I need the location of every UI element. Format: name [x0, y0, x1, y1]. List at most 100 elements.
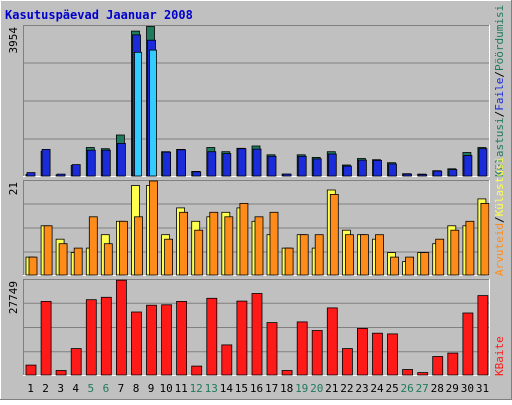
files-bar-day-16	[252, 148, 262, 177]
hosts-bar-day-17	[269, 211, 279, 276]
files-bar-day-2	[41, 148, 51, 177]
hosts-bar-day-28	[435, 238, 445, 276]
kbytes-bar-day-28	[432, 356, 444, 376]
hosts-bar-day-21	[329, 193, 339, 276]
x-tick-label-day-23: 23	[355, 382, 368, 395]
x-tick-label-day-21: 21	[325, 382, 338, 395]
hosts-bar-day-15	[239, 202, 249, 276]
files-bar-day-28	[433, 170, 443, 177]
hosts-bar-day-24	[375, 234, 384, 276]
files-bar-day-18	[282, 173, 292, 177]
x-tick-label-day-1: 1	[27, 382, 34, 395]
x-tick-label-day-10: 10	[159, 382, 172, 395]
kbytes-bar-day-15	[236, 300, 248, 376]
x-tick-label-day-29: 29	[446, 382, 459, 395]
hosts-bar-day-10	[164, 238, 174, 276]
files-bar-day-1	[26, 172, 36, 177]
panel-1-ymax-label: 3954	[7, 27, 20, 54]
x-tick-label-day-27: 27	[416, 382, 429, 395]
panel-1-legend: Külastusi/Faile/Pöördumisi	[493, 5, 506, 177]
x-tick-label-day-18: 18	[280, 382, 293, 395]
kbytes-bar-day-7	[116, 279, 127, 376]
panel-3-legend: KBaite	[493, 336, 506, 376]
x-tick-label-day-4: 4	[72, 382, 79, 395]
x-tick-label-day-31: 31	[476, 382, 489, 395]
panel-1-legend-item-2: /	[493, 111, 506, 118]
files-bar-day-15	[237, 148, 247, 177]
files-bar-day-3	[56, 173, 66, 177]
kbytes-bar-day-19	[296, 321, 308, 376]
panel-3-legend-item-1: KBaite	[493, 336, 506, 376]
hosts-bar-day-6	[103, 243, 113, 276]
kbytes-bar-day-13	[206, 297, 218, 376]
x-tick-label-day-2: 2	[42, 382, 49, 395]
files-bar-day-19	[297, 155, 307, 177]
hosts-bar-day-7	[119, 220, 128, 276]
kbytes-bar-day-17	[266, 322, 278, 376]
x-tick-label-day-16: 16	[250, 382, 263, 395]
hosts-bar-day-22	[344, 234, 354, 276]
hosts-bar-day-30	[465, 220, 475, 276]
files-bar-day-13	[207, 151, 217, 177]
panel-1-legend-item-5: Pöördumisi	[493, 5, 506, 71]
x-tick-label-day-8: 8	[133, 382, 140, 395]
kbytes-bar-day-3	[55, 370, 67, 376]
chart-title: Kasutuspäevad Jaanuar 2008	[5, 8, 193, 22]
hosts-bar-day-1	[28, 256, 38, 276]
hosts-bar-day-4	[73, 247, 83, 276]
panel-2-legend-item-3: Külastusi	[493, 157, 506, 217]
kbytes-bar-day-11	[176, 300, 188, 376]
hosts-bar-day-29	[450, 229, 460, 276]
kbytes-bar-day-4	[70, 348, 82, 376]
x-tick-label-day-12: 12	[190, 382, 203, 395]
x-tick-label-day-25: 25	[385, 382, 398, 395]
panel-1-legend-item-3: Faile	[493, 78, 506, 111]
files-bar-day-11	[177, 149, 187, 177]
panel-2: 21 Arvuteid/Külastusi	[7, 157, 506, 276]
files-bar-day-29	[448, 169, 458, 177]
files-bar-day-10	[162, 151, 172, 177]
x-tick-label-day-19: 19	[295, 382, 308, 395]
files-bar-day-12	[192, 171, 202, 177]
files-bar-day-24	[373, 159, 382, 177]
hosts-bar-day-14	[224, 216, 234, 276]
panel-2-legend: Arvuteid/Külastusi	[493, 157, 506, 276]
hosts-bar-day-9	[149, 180, 158, 276]
kbytes-bar-day-21	[326, 307, 338, 376]
hosts-bar-day-18	[284, 247, 294, 276]
kbytes-bar-day-24	[372, 332, 383, 376]
hosts-bar-day-20	[314, 234, 324, 276]
hosts-bar-day-27	[420, 252, 430, 276]
kbytes-bar-day-12	[191, 365, 203, 376]
kbytes-bar-day-10	[161, 304, 173, 376]
files-bar-day-31	[478, 148, 488, 177]
hosts-bar-day-11	[179, 211, 189, 276]
kbytes-bar-day-5	[85, 299, 97, 376]
panel-2-ymax-label: 21	[7, 182, 20, 195]
x-tick-label-day-5: 5	[87, 382, 94, 395]
hosts-bar-day-8	[134, 216, 143, 276]
files-bar-day-22	[342, 165, 352, 177]
files-bar-day-14	[222, 153, 232, 177]
files-bar-day-30	[463, 155, 473, 177]
x-tick-label-day-14: 14	[220, 382, 234, 395]
files-bar-day-4	[71, 164, 81, 177]
kbytes-bar-day-30	[462, 312, 474, 376]
x-tick-label-day-15: 15	[235, 382, 248, 395]
files-bar-day-25	[388, 163, 397, 177]
hosts-bar-day-31	[480, 202, 490, 276]
hosts-bar-day-26	[405, 256, 415, 276]
kbytes-bar-day-8	[131, 311, 142, 376]
hosts-bar-day-16	[254, 216, 264, 276]
panel-1-legend-item-1: Külastusi	[493, 117, 506, 177]
files-bar-day-7	[117, 142, 126, 177]
panel-3-ymax-label: 27749	[7, 281, 20, 314]
hosts-bar-day-13	[209, 211, 219, 276]
x-tick-label-day-13: 13	[205, 382, 218, 395]
x-tick-label-day-9: 9	[148, 382, 155, 395]
kbytes-bar-day-20	[311, 330, 323, 376]
x-tick-label-day-11: 11	[175, 382, 188, 395]
panel-3: 27749 KBaite	[7, 279, 506, 376]
